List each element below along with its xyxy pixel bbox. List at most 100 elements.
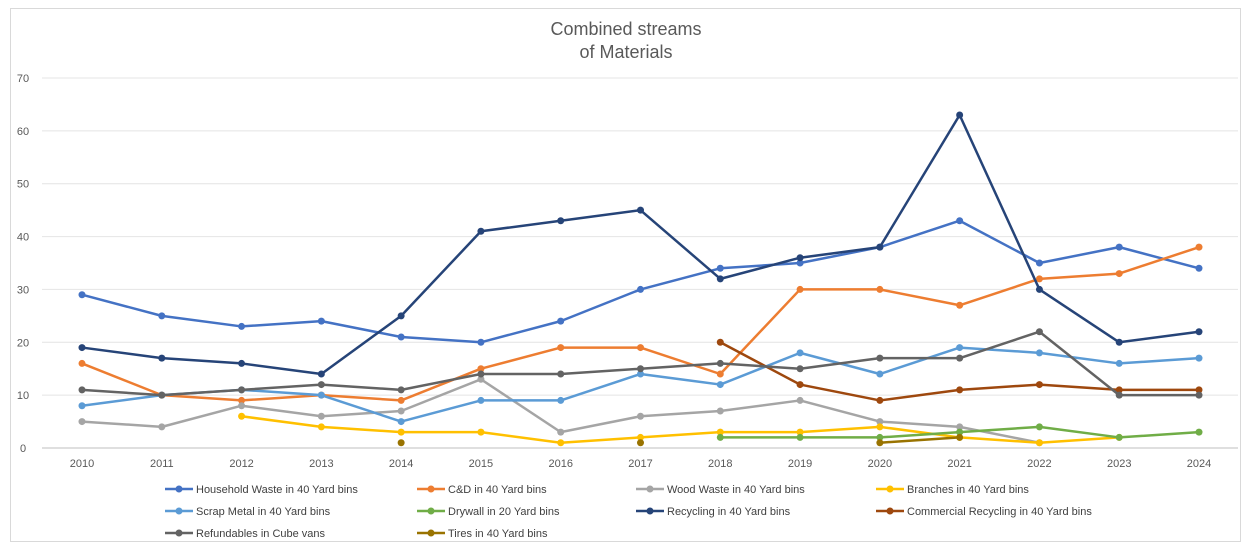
data-point xyxy=(557,317,565,325)
data-point xyxy=(158,391,166,399)
data-point xyxy=(238,322,246,330)
data-point xyxy=(477,396,485,404)
data-point xyxy=(637,412,644,420)
data-point xyxy=(158,312,166,320)
data-point xyxy=(238,402,246,410)
data-point xyxy=(1115,359,1123,367)
data-point xyxy=(477,227,485,235)
legend-label: C&D in 40 Yard bins xyxy=(448,484,547,496)
data-point xyxy=(956,344,964,352)
legend-item: Refundables in Cube vans xyxy=(165,528,326,540)
data-point xyxy=(78,359,86,367)
legend-item: Drywall in 20 Yard bins xyxy=(417,506,560,518)
legend-item: Household Waste in 40 Yard bins xyxy=(165,484,358,496)
data-point xyxy=(796,433,804,441)
data-point xyxy=(557,428,565,436)
data-point xyxy=(1115,433,1123,441)
data-point xyxy=(1195,264,1203,272)
data-point xyxy=(1035,285,1043,293)
data-point xyxy=(78,386,86,394)
data-point xyxy=(317,391,325,399)
data-point xyxy=(1035,439,1043,447)
data-point xyxy=(317,412,325,420)
data-point xyxy=(876,423,884,431)
series-5 xyxy=(78,344,1203,426)
chart-title-line-1: Combined streams xyxy=(550,19,702,39)
data-point xyxy=(1195,243,1203,251)
legend-swatch-marker xyxy=(427,485,435,493)
data-point xyxy=(796,396,804,404)
series-line xyxy=(241,415,1120,444)
data-point xyxy=(716,407,724,415)
y-tick-label: 30 xyxy=(17,284,29,296)
data-point xyxy=(1115,243,1123,251)
data-point xyxy=(796,428,804,436)
data-point xyxy=(956,111,964,119)
x-tick-label: 2020 xyxy=(868,458,892,470)
data-point xyxy=(796,254,804,262)
data-point xyxy=(956,386,964,394)
x-tick-label: 2014 xyxy=(389,458,413,470)
legend-item: Scrap Metal in 40 Yard bins xyxy=(165,506,331,518)
data-point xyxy=(557,396,565,404)
data-point xyxy=(557,439,565,447)
data-point xyxy=(1035,259,1043,267)
data-point xyxy=(477,338,485,346)
legend: Household Waste in 40 Yard bins C&D in 40… xyxy=(165,484,1092,540)
data-point xyxy=(1195,354,1203,362)
data-point xyxy=(876,433,884,441)
y-tick-label: 20 xyxy=(17,337,29,349)
series-9 xyxy=(78,328,1203,399)
data-point xyxy=(796,285,804,293)
chart-title-line-2: of Materials xyxy=(579,42,673,62)
data-point xyxy=(397,428,405,436)
data-point xyxy=(238,412,246,420)
chart-frame xyxy=(10,8,1241,542)
data-point xyxy=(1035,275,1043,283)
legend-label: Commercial Recycling in 40 Yard bins xyxy=(907,506,1092,518)
data-point xyxy=(716,264,724,272)
data-point xyxy=(716,433,724,441)
data-point xyxy=(637,206,644,214)
legend-label: Branches in 40 Yard bins xyxy=(907,484,1029,496)
data-point xyxy=(1115,386,1123,394)
data-point xyxy=(796,259,804,267)
x-tick-label: 2021 xyxy=(947,458,971,470)
legend-swatch-marker xyxy=(646,507,654,515)
data-point xyxy=(716,428,724,436)
data-point xyxy=(317,370,325,378)
data-point xyxy=(716,275,724,283)
x-tick-label: 2012 xyxy=(229,458,253,470)
data-point xyxy=(397,418,405,426)
legend-item: C&D in 40 Yard bins xyxy=(417,484,547,496)
data-point xyxy=(637,370,644,378)
y-axis-ticks: 0 10 20 30 40 50 60 70 xyxy=(17,73,29,455)
data-point xyxy=(158,354,166,362)
data-point xyxy=(637,433,644,441)
legend-item: Wood Waste in 40 Yard bins xyxy=(636,484,805,496)
data-point xyxy=(637,365,644,373)
data-point xyxy=(956,428,964,436)
y-tick-label: 0 xyxy=(20,443,26,455)
data-point xyxy=(557,370,565,378)
data-point xyxy=(477,365,485,373)
data-point xyxy=(317,317,325,325)
data-point xyxy=(876,439,884,447)
x-tick-label: 2015 xyxy=(469,458,493,470)
data-point xyxy=(637,285,644,293)
data-point xyxy=(317,381,325,389)
series-6 xyxy=(716,423,1203,441)
data-point xyxy=(876,370,884,378)
legend-label: Refundables in Cube vans xyxy=(196,528,326,540)
data-point xyxy=(716,381,724,389)
legend-swatch-marker xyxy=(175,507,183,515)
legend-swatch-marker xyxy=(886,485,894,493)
data-point xyxy=(956,301,964,309)
data-point xyxy=(1195,386,1203,394)
data-point xyxy=(876,396,884,404)
y-tick-label: 70 xyxy=(17,73,29,85)
legend-label: Wood Waste in 40 Yard bins xyxy=(667,484,805,496)
data-point xyxy=(1035,349,1043,357)
data-point xyxy=(1035,381,1043,389)
data-point xyxy=(317,423,325,431)
